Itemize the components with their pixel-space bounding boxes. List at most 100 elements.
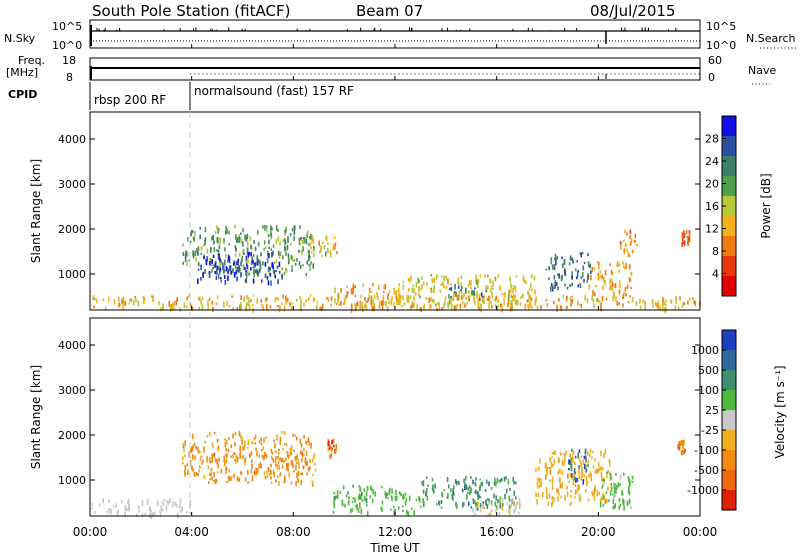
heatmap-cell bbox=[192, 252, 195, 259]
heatmap-cell bbox=[217, 254, 220, 260]
heatmap-cell bbox=[443, 275, 445, 282]
heatmap-cell bbox=[574, 461, 576, 465]
heatmap-cell bbox=[460, 289, 462, 292]
heatmap-cell bbox=[278, 261, 281, 267]
heatmap-cell bbox=[410, 507, 413, 510]
heatmap-cell bbox=[470, 279, 472, 286]
heatmap-cell bbox=[450, 283, 452, 286]
heatmap-cell bbox=[458, 290, 461, 296]
heatmap-cell bbox=[530, 283, 532, 289]
heatmap-cell bbox=[354, 497, 356, 503]
heatmap-cell bbox=[286, 451, 288, 454]
heatmap-cell bbox=[554, 256, 557, 261]
heatmap-cell bbox=[273, 471, 276, 478]
heatmap-cell bbox=[306, 472, 308, 476]
heatmap-cell bbox=[681, 233, 684, 239]
heatmap-cell bbox=[599, 467, 601, 471]
heatmap-cell bbox=[308, 441, 311, 446]
heatmap-cell bbox=[486, 498, 489, 501]
heatmap-cell bbox=[333, 444, 335, 448]
heatmap-cell bbox=[239, 236, 241, 240]
heatmap-cell bbox=[481, 296, 484, 299]
heatmap-cell bbox=[347, 491, 349, 495]
heatmap-cell bbox=[551, 452, 554, 455]
heatmap-cell bbox=[266, 225, 268, 228]
heatmap-cell bbox=[213, 480, 215, 482]
heatmap-cell bbox=[559, 468, 561, 474]
heatmap-cell bbox=[385, 301, 387, 307]
heatmap-cell bbox=[589, 263, 591, 268]
heatmap-cell bbox=[501, 497, 504, 502]
heatmap-cell bbox=[358, 493, 361, 499]
heatmap-cell bbox=[682, 230, 685, 234]
heatmap-cell bbox=[301, 472, 304, 476]
heatmap-cell bbox=[514, 286, 517, 293]
heatmap-cell bbox=[589, 453, 591, 458]
heatmap-cell bbox=[425, 491, 427, 497]
heatmap-cell bbox=[413, 510, 416, 515]
heatmap-cell bbox=[182, 261, 184, 265]
heatmap-cell bbox=[283, 430, 286, 435]
heatmap-cell bbox=[510, 299, 512, 306]
heatmap-cell bbox=[290, 306, 293, 310]
heatmap-cell bbox=[631, 480, 634, 483]
heatmap-cell bbox=[422, 281, 425, 285]
heatmap-cell bbox=[455, 305, 458, 310]
heatmap-cell bbox=[263, 456, 266, 461]
heatmap-cell bbox=[285, 300, 287, 305]
heatmap-cell bbox=[438, 501, 440, 505]
heatmap-cell bbox=[562, 453, 565, 456]
heatmap-cell bbox=[301, 451, 304, 457]
heatmap-cell bbox=[234, 265, 237, 269]
heatmap-cell bbox=[390, 495, 393, 498]
heatmap-cell bbox=[507, 510, 510, 513]
heatmap-cell bbox=[275, 269, 277, 273]
heatmap-cell bbox=[471, 290, 473, 295]
heatmap-cell bbox=[556, 488, 558, 493]
heatmap-cell bbox=[569, 473, 572, 478]
heatmap-cell bbox=[398, 293, 400, 299]
heatmap-cell bbox=[212, 264, 215, 267]
heatmap-cell bbox=[368, 289, 371, 294]
heatmap-cell bbox=[571, 275, 573, 278]
heatmap-cell bbox=[578, 465, 580, 470]
heatmap-cell bbox=[337, 292, 340, 298]
heatmap-cell bbox=[372, 489, 374, 495]
heatmap-cell bbox=[630, 272, 633, 277]
heatmap-cell bbox=[311, 458, 314, 463]
heatmap-cell bbox=[591, 456, 593, 460]
heatmap-cell bbox=[682, 444, 684, 449]
heatmap-cell bbox=[252, 278, 255, 284]
heatmap-cell bbox=[382, 291, 385, 294]
heatmap-cell bbox=[276, 265, 279, 269]
heatmap-cell bbox=[134, 295, 136, 299]
heatmap-cell bbox=[684, 449, 686, 452]
heatmap-cell bbox=[340, 288, 342, 293]
heatmap-cell bbox=[344, 295, 347, 300]
heatmap-cell bbox=[615, 489, 618, 492]
heatmap-cell bbox=[592, 450, 594, 453]
heatmap-cell bbox=[183, 302, 186, 309]
heatmap-cell bbox=[482, 501, 485, 505]
heatmap-cell bbox=[367, 297, 369, 302]
heatmap-cell bbox=[349, 508, 352, 514]
colorbar-swatch bbox=[722, 390, 736, 410]
heatmap-cell bbox=[576, 271, 579, 277]
heatmap-cell bbox=[306, 230, 309, 235]
heatmap-cell bbox=[366, 486, 369, 491]
heatmap-cell bbox=[576, 477, 579, 483]
colorbar-swatch bbox=[722, 450, 736, 470]
heatmap-cell bbox=[393, 302, 395, 305]
heatmap-cell bbox=[243, 296, 245, 302]
heatmap-cell bbox=[479, 486, 481, 492]
heatmap-cell bbox=[116, 511, 118, 517]
heatmap-cell bbox=[293, 449, 295, 452]
heatmap-cell bbox=[551, 496, 553, 500]
heatmap-cell bbox=[425, 476, 428, 479]
heatmap-cell bbox=[580, 472, 583, 475]
heatmap-cell bbox=[552, 463, 554, 467]
heatmap-cell bbox=[609, 473, 612, 480]
heatmap-cell bbox=[683, 240, 686, 246]
heatmap-cell bbox=[302, 237, 305, 240]
heatmap-cell bbox=[175, 300, 178, 306]
